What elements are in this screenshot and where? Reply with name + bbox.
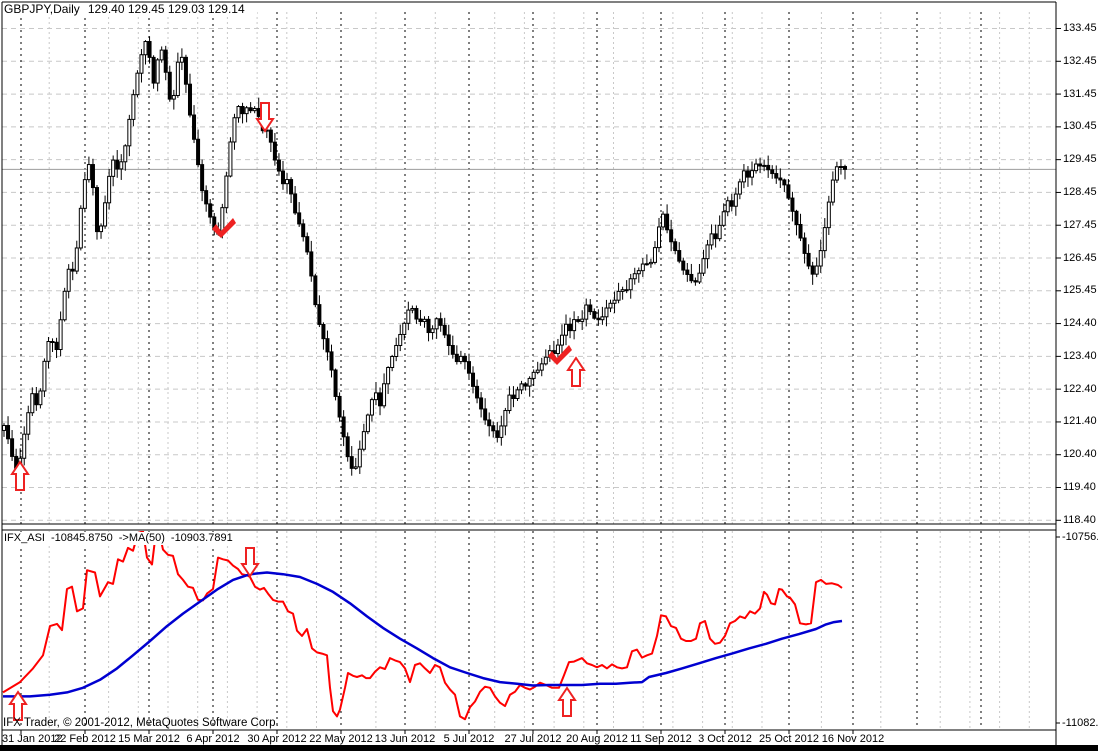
signal-check-icon <box>212 218 236 238</box>
copyright-text: IFX Trader, © 2001-2012, MetaQuotes Soft… <box>3 717 279 729</box>
price-axis-label: 131.45 <box>1063 87 1097 100</box>
price-axis-label: 120.40 <box>1063 448 1097 461</box>
axis-ticks <box>20 28 1061 734</box>
signal-check-icon <box>548 345 572 365</box>
chart-symbol-title: GBPJPY,Daily 129.40 129.45 129.03 129.14 <box>4 3 257 16</box>
price-axis-label: 126.45 <box>1063 251 1097 264</box>
price-axis-label: 119.40 <box>1063 481 1096 493</box>
date-grid-lines <box>20 12 982 729</box>
price-axis-label: 127.45 <box>1063 218 1097 231</box>
signal-arrow-up-icon <box>10 460 30 491</box>
date-axis-label: 11 Sep 2012 <box>630 733 692 745</box>
date-axis-label: 6 Apr 2012 <box>186 733 240 745</box>
price-axis-label: 129.45 <box>1063 153 1097 166</box>
indicator-axis-label: -11082.6 <box>1062 716 1098 729</box>
indicator-axis-label: -10756.9 <box>1062 530 1098 543</box>
candlesticks <box>2 36 847 476</box>
signal-arrow-down-icon <box>240 547 260 578</box>
indicator-ma-label: ->MA(50) <box>118 532 165 544</box>
date-axis-label: 13 Jun 2012 <box>374 733 436 745</box>
signal-arrow-down-icon <box>255 102 275 133</box>
date-axis-label: 22 May 2012 <box>309 733 373 745</box>
indicator-ma-value: -10903.7891 <box>170 532 233 544</box>
signal-markers <box>8 102 586 721</box>
chart-frame <box>1 1 1057 745</box>
price-axis-label: 121.40 <box>1063 415 1097 428</box>
signal-arrow-up-icon <box>557 686 577 717</box>
date-axis-label: 20 Aug 2012 <box>566 733 628 745</box>
price-axis-label: 125.45 <box>1063 284 1097 297</box>
indicator-series <box>2 531 843 721</box>
price-axis[interactable]: 129.14 133.45132.45131.45130.45129.45128… <box>1056 0 1098 745</box>
indicator-title: IFX_ASI -10845.8750 ->MA(50) -10903.7891 <box>4 532 243 545</box>
series-ma-50- <box>3 571 843 698</box>
signal-arrow-up-icon <box>566 356 586 387</box>
series-ifx-asi <box>2 531 843 721</box>
candle-wicks <box>3 36 846 476</box>
ohlc-readout: 129.40 129.45 129.03 129.14 <box>87 2 245 16</box>
indicator-value: -10845.8750 <box>50 532 113 544</box>
date-axis-label: 25 Oct 2012 <box>759 733 819 745</box>
indicator-name-label: IFX_ASI <box>4 532 45 544</box>
price-axis-label: 118.40 <box>1063 513 1096 526</box>
price-axis-label: 123.40 <box>1063 349 1097 362</box>
price-axis-label: 124.40 <box>1063 317 1097 330</box>
signal-arrow-up-icon <box>8 690 28 721</box>
date-axis-label: 5 Jul 2012 <box>443 733 495 745</box>
price-axis-label: 130.45 <box>1063 120 1097 133</box>
grid-lines <box>2 12 1056 729</box>
price-axis-label: 128.45 <box>1063 185 1097 198</box>
date-axis-label: 16 Nov 2012 <box>821 733 885 745</box>
symbol-period-label: GBPJPY,Daily <box>4 2 80 16</box>
price-axis-label: 132.45 <box>1063 54 1097 67</box>
time-axis[interactable]: 31 Jan 2012 22 Feb 2012 15 Mar 2012 6 Apr 2… <box>0 730 1056 745</box>
date-axis-label: 3 Oct 2012 <box>698 733 752 745</box>
date-axis-label: 22 Feb 2012 <box>54 733 116 745</box>
date-axis-label: 31 Jan 2012 <box>2 733 63 745</box>
date-axis-label: 27 Jul 2012 <box>504 733 562 745</box>
bottom-edge-bar <box>0 745 1098 751</box>
price-axis-label: 122.40 <box>1063 382 1097 395</box>
date-axis-label: 15 Mar 2012 <box>118 733 180 745</box>
date-axis-label: 30 Apr 2012 <box>247 733 307 745</box>
candle-bodies <box>2 41 847 469</box>
price-axis-label: 133.45 <box>1063 22 1097 34</box>
